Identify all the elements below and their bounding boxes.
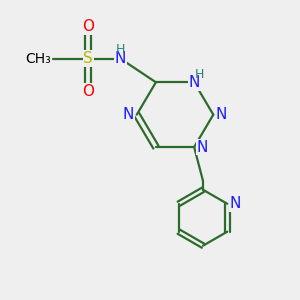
Text: N: N	[123, 107, 134, 122]
Text: O: O	[82, 84, 94, 99]
Text: H: H	[116, 44, 125, 56]
Text: N: N	[115, 51, 126, 66]
Text: N: N	[230, 196, 241, 211]
Text: O: O	[82, 19, 94, 34]
Text: N: N	[188, 75, 200, 90]
Text: S: S	[83, 51, 93, 66]
Text: N: N	[197, 140, 208, 154]
Text: CH₃: CH₃	[26, 52, 51, 66]
Text: H: H	[195, 68, 204, 80]
Text: N: N	[216, 107, 227, 122]
